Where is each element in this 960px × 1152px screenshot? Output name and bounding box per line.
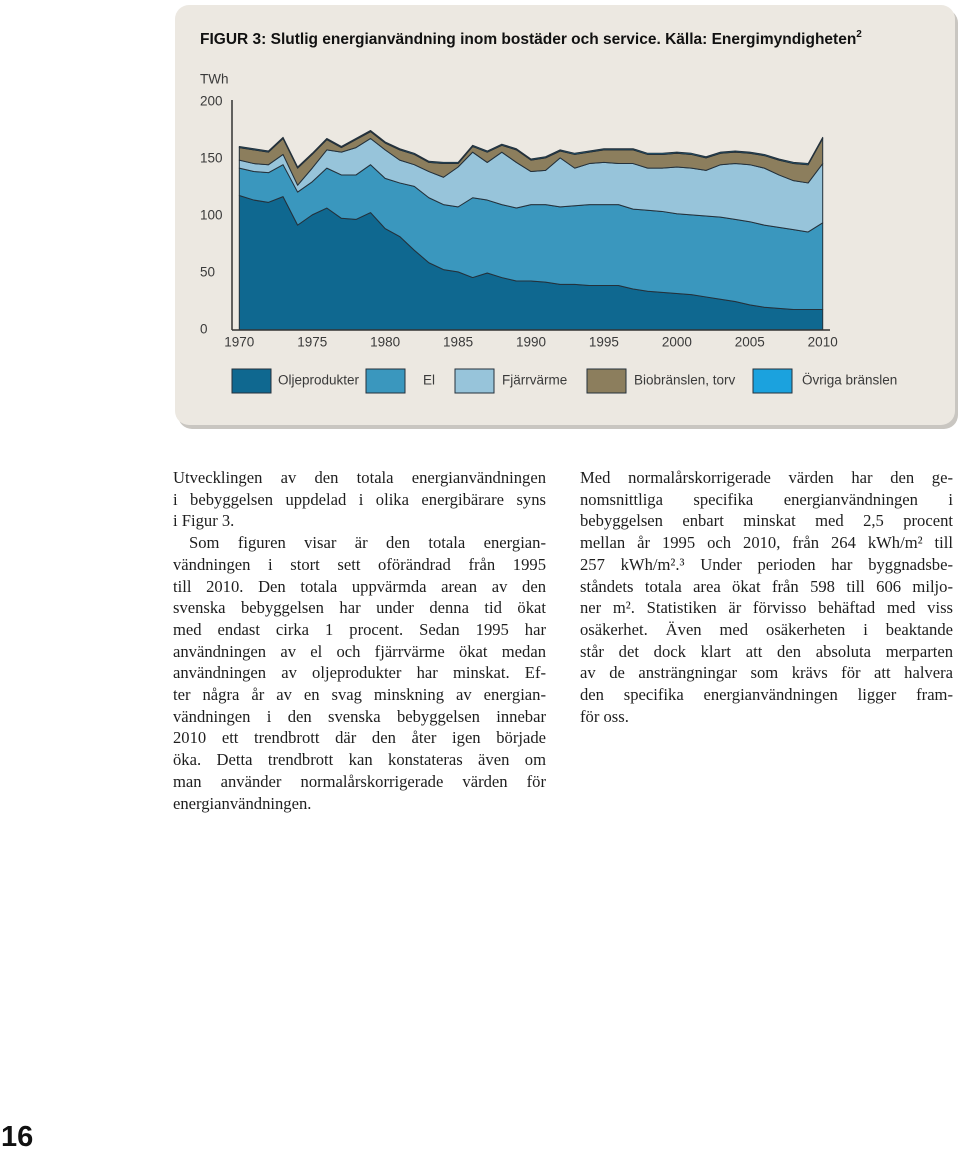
legend-label: Övriga bränslen (802, 373, 897, 388)
x-tick-label: 2000 (662, 335, 692, 350)
text-line: i Figur 3. (173, 511, 235, 531)
text-line: användningen av oljeprodukter har minska… (173, 663, 546, 683)
x-tick-label: 1975 (297, 335, 327, 350)
text-line: mellan år 1995 och 2010, från 264 kWh/m²… (580, 533, 953, 553)
text-line: står det dock klart att den absoluta mer… (580, 641, 953, 661)
legend-swatch (231, 368, 272, 394)
text-line: 2010 ett trendbrott där den åter igen bö… (173, 728, 546, 748)
chart-title: FIGUR 3: Slutlig energianvändning inom b… (200, 29, 862, 48)
text-line: 257 kWh/m².³ Under perioden har byggnads… (580, 554, 953, 574)
text-line: med endast cirka 1 procent. Sedan 1995 h… (173, 619, 546, 639)
text-line: ståndets totala area ökat från 598 till … (580, 576, 953, 596)
legend-swatch (752, 368, 793, 394)
y-tick-label: 100 (200, 208, 223, 223)
x-tick-label: 1995 (589, 335, 619, 350)
text-line: vändningen i stort sett oförändrad från … (173, 554, 546, 574)
figure: FIGUR 3: Slutlig energianvändning inom b… (175, 5, 958, 429)
text-line: av de ansträngningar som krävs för att h… (580, 663, 953, 683)
y-tick-label: 50 (200, 265, 215, 280)
text-line: nomsnittliga specifika energianvändninge… (580, 489, 953, 509)
x-tick-label: 1990 (516, 335, 546, 350)
x-tick-label: 1985 (443, 335, 473, 350)
x-tick-label: 2010 (808, 335, 838, 350)
x-tick-label: 1970 (224, 335, 254, 350)
y-axis-label: TWh (200, 72, 229, 87)
text-line: Utvecklingen av den totala energianvändn… (173, 468, 546, 487)
legend-swatch (365, 368, 406, 394)
text-line: man använder normalårskorrigerade värden… (173, 771, 546, 791)
left-column: Utvecklingen av den totala energianvändn… (173, 467, 546, 814)
text-line: Som figuren visar är den totala energian… (189, 533, 546, 553)
text-line: energianvändningen. (173, 793, 312, 813)
area-4 (238, 130, 824, 169)
title-ref: 2 (856, 29, 862, 40)
y-tick-label: 0 (200, 322, 208, 337)
legend-swatch (454, 368, 495, 394)
text-line: ner m². Statistiken är förvisso behäftad… (580, 598, 953, 618)
plot: 0 50 100 150 200 1970 1975 1980 1985 1990 1995 2000… (200, 94, 897, 394)
text-line: öka. Detta trendbrott kan konstateras äv… (173, 750, 546, 770)
y-tick-label: 150 (200, 151, 223, 166)
text-line: till 2010. Den totala uppvärmda arean av… (173, 576, 546, 596)
page-number: 16 (1, 1121, 34, 1152)
x-tick-label: 1980 (370, 335, 400, 350)
text-line: ter några år av en svag minskning av ene… (173, 685, 546, 705)
legend-label: Biobränslen, torv (634, 373, 736, 388)
y-tick-label: 200 (200, 94, 223, 109)
text-line: bebyggelsen enbart minskat med 2,5 proce… (580, 511, 953, 531)
text-line: den specifika energianvändningen ligger … (580, 685, 953, 705)
text-line: i bebyggelsen uppdelad i olika energibär… (173, 489, 546, 509)
text-line: för oss. (580, 706, 629, 726)
text-line: användningen av el och fjärrvärme ökat m… (173, 641, 546, 661)
legend-label: El (423, 373, 435, 388)
legend-label: Fjärrvärme (502, 373, 567, 388)
text-line: vändningen i den svenska bebyggelsen inn… (173, 706, 546, 726)
text-line: svenska bebyggelsen har under denna tid … (173, 598, 546, 618)
legend-label: Oljeprodukter (278, 373, 360, 388)
text-line: osäkerhet. Även med osäkerheten i beakta… (580, 619, 953, 639)
right-column: Med normalårskorrigerade värden har den … (580, 467, 953, 727)
title-text: FIGUR 3: Slutlig energianvändning inom b… (200, 31, 856, 48)
text-line: Med normalårskorrigerade värden har den … (580, 468, 953, 487)
legend-swatch (586, 368, 627, 394)
x-tick-label: 2005 (735, 335, 765, 350)
